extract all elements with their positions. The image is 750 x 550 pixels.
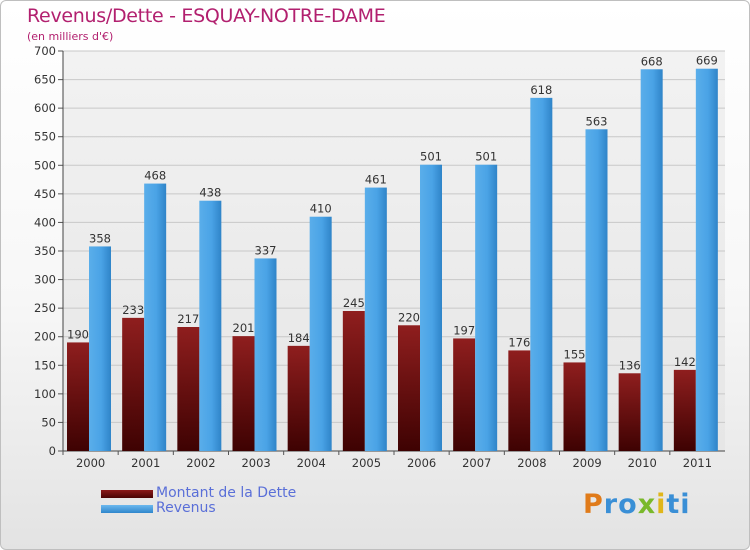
data-label-dette: 190 [67, 327, 89, 341]
bar-dette [508, 350, 531, 451]
bar-revenus [585, 129, 608, 452]
y-tick-label: 350 [34, 244, 56, 258]
y-tick-label: 300 [34, 273, 56, 287]
data-label-revenus: 468 [144, 169, 166, 183]
bar-revenus [420, 164, 442, 451]
bar-revenus [309, 216, 332, 451]
chart-subtitle: (en milliers d'€) [27, 30, 114, 43]
data-label-dette: 136 [619, 358, 641, 372]
bar-revenus [89, 246, 111, 451]
data-label-revenus: 563 [586, 114, 608, 128]
x-tick-label: 2004 [297, 456, 326, 470]
y-tick-label: 650 [34, 73, 56, 87]
bar-revenus [364, 187, 387, 452]
data-label-dette: 233 [122, 303, 144, 317]
data-label-revenus: 618 [530, 83, 552, 97]
data-label-revenus: 410 [310, 202, 332, 216]
legend: Montant de la Dette Revenus [101, 485, 361, 517]
bar-revenus [254, 258, 277, 451]
bar-dette [563, 362, 586, 451]
y-tick-label: 450 [34, 187, 56, 201]
bar-revenus [144, 183, 167, 452]
y-tick-label: 400 [34, 215, 56, 229]
legend-label-revenus: Revenus [156, 500, 216, 516]
bar-revenus [695, 68, 718, 451]
bar-dette [453, 338, 476, 451]
bar-dette [673, 369, 696, 451]
data-label-revenus: 501 [475, 150, 497, 164]
data-label-dette: 245 [343, 296, 365, 310]
y-tick-label: 600 [34, 101, 56, 115]
y-tick-label: 700 [34, 44, 56, 58]
y-tick-label: 0 [49, 444, 56, 458]
data-label-revenus: 438 [199, 186, 221, 200]
legend-swatch-dette [101, 490, 153, 498]
data-label-dette: 217 [177, 312, 199, 326]
y-tick-label: 50 [41, 415, 56, 429]
y-tick-label: 100 [34, 387, 56, 401]
x-tick-label: 2006 [407, 456, 436, 470]
bar-dette [122, 317, 145, 451]
legend-item-revenus: Revenus [101, 500, 361, 517]
x-tick-label: 2002 [186, 456, 215, 470]
bar-revenus [199, 200, 222, 451]
data-label-dette: 197 [453, 323, 475, 337]
bar-dette [618, 373, 641, 451]
bar-dette [342, 311, 365, 451]
data-label-dette: 176 [508, 335, 530, 349]
x-tick-label: 2003 [241, 456, 270, 470]
bar-revenus [530, 97, 553, 451]
data-label-dette: 201 [233, 321, 255, 335]
y-tick-label: 550 [34, 130, 56, 144]
bar-dette [177, 327, 200, 451]
chart-title: Revenus/Dette - ESQUAY-NOTRE-DAME [27, 5, 386, 27]
x-tick-label: 2009 [572, 456, 601, 470]
data-label-revenus: 461 [365, 173, 387, 187]
bar-dette [232, 336, 255, 451]
legend-swatch-revenus [101, 505, 153, 513]
x-tick-label: 2001 [131, 456, 160, 470]
x-tick-label: 2011 [683, 456, 712, 470]
logo-letter: o [618, 489, 638, 520]
bar-revenus [475, 164, 498, 451]
y-tick-label: 500 [34, 158, 56, 172]
proxiti-logo: Proxiti [583, 489, 691, 520]
data-label-revenus: 337 [255, 243, 277, 257]
bar-dette [287, 345, 310, 451]
bar-revenus [640, 69, 663, 452]
y-tick-label: 200 [34, 330, 56, 344]
data-label-revenus: 668 [641, 54, 663, 68]
bar-dette [67, 342, 89, 451]
data-label-revenus: 669 [696, 54, 718, 68]
x-tick-label: 2005 [352, 456, 381, 470]
x-tick-label: 2010 [628, 456, 657, 470]
y-tick-label: 150 [34, 358, 56, 372]
x-tick-label: 2007 [462, 456, 491, 470]
data-label-revenus: 501 [420, 150, 442, 164]
x-tick-label: 2008 [517, 456, 546, 470]
logo-letter: t [666, 489, 681, 520]
data-label-dette: 155 [564, 347, 586, 361]
data-label-revenus: 358 [89, 231, 111, 245]
data-label-dette: 220 [398, 310, 420, 324]
y-tick-label: 250 [34, 301, 56, 315]
logo-letter: P [583, 489, 604, 520]
x-tick-label: 2000 [76, 456, 105, 470]
data-label-dette: 184 [288, 331, 310, 345]
logo-letter: i [680, 489, 691, 520]
logo-letter: x [637, 489, 657, 520]
legend-label-dette: Montant de la Dette [156, 485, 297, 501]
data-label-dette: 142 [674, 355, 696, 369]
logo-letter: i [656, 489, 667, 520]
bar-dette [398, 325, 420, 451]
legend-item-dette: Montant de la Dette [101, 485, 361, 502]
logo-letter: r [603, 489, 619, 520]
